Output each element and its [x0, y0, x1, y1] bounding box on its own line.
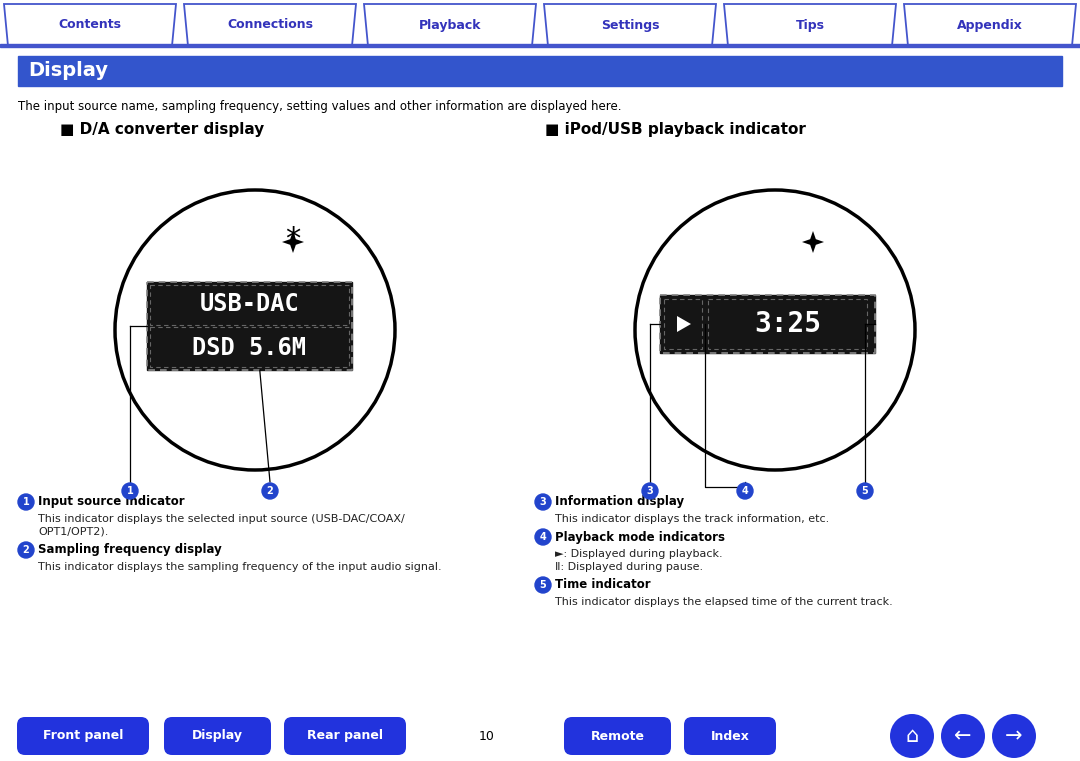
Circle shape — [737, 483, 753, 499]
Polygon shape — [184, 4, 356, 46]
Bar — [0, 44, 1080, 47]
FancyBboxPatch shape — [564, 717, 671, 755]
Text: This indicator displays the track information, etc.: This indicator displays the track inform… — [555, 514, 829, 524]
Text: 3: 3 — [540, 497, 546, 507]
Text: USB-DAC: USB-DAC — [200, 292, 299, 316]
Text: ⌂: ⌂ — [905, 726, 919, 746]
Text: The input source name, sampling frequency, setting values and other information : The input source name, sampling frequenc… — [18, 100, 621, 113]
Text: *: * — [285, 225, 300, 254]
Text: This indicator displays the selected input source (USB-DAC/COAX/: This indicator displays the selected inp… — [38, 514, 405, 524]
FancyBboxPatch shape — [17, 717, 149, 755]
Text: 3: 3 — [647, 486, 653, 496]
Text: 3:25: 3:25 — [754, 310, 821, 338]
Text: ■ D/A converter display: ■ D/A converter display — [60, 122, 265, 137]
Text: 1: 1 — [126, 486, 133, 496]
Circle shape — [993, 714, 1036, 758]
Polygon shape — [677, 316, 691, 332]
Circle shape — [890, 714, 934, 758]
Text: Display: Display — [28, 62, 108, 81]
Circle shape — [535, 494, 551, 510]
Bar — [147, 282, 352, 370]
Circle shape — [858, 483, 873, 499]
Text: OPT1/OPT2).: OPT1/OPT2). — [38, 527, 108, 537]
Text: This indicator displays the sampling frequency of the input audio signal.: This indicator displays the sampling fre… — [38, 562, 442, 572]
Text: Input source indicator: Input source indicator — [38, 495, 185, 508]
Polygon shape — [364, 4, 536, 46]
Text: Rear panel: Rear panel — [307, 730, 383, 743]
Bar — [708, 299, 867, 349]
Text: Connections: Connections — [227, 18, 313, 31]
Circle shape — [635, 190, 915, 470]
Text: Index: Index — [711, 730, 750, 743]
Text: 2: 2 — [23, 545, 29, 555]
Circle shape — [535, 529, 551, 545]
Bar — [664, 299, 702, 349]
FancyBboxPatch shape — [164, 717, 271, 755]
Bar — [660, 295, 875, 353]
Text: 2: 2 — [267, 486, 273, 496]
Text: Sampling frequency display: Sampling frequency display — [38, 543, 221, 556]
Polygon shape — [282, 231, 303, 253]
Circle shape — [18, 494, 33, 510]
Circle shape — [18, 542, 33, 558]
Polygon shape — [4, 4, 176, 46]
Polygon shape — [544, 4, 716, 46]
Text: 1: 1 — [23, 497, 29, 507]
Text: Front panel: Front panel — [43, 730, 123, 743]
Text: →: → — [1005, 726, 1023, 746]
Text: ►: Displayed during playback.: ►: Displayed during playback. — [555, 549, 723, 559]
Text: DSD 5.6M: DSD 5.6M — [192, 336, 307, 360]
FancyBboxPatch shape — [684, 717, 777, 755]
Text: 10: 10 — [480, 730, 495, 743]
Circle shape — [262, 483, 278, 499]
Bar — [150, 285, 349, 325]
Bar — [150, 327, 349, 367]
Polygon shape — [802, 231, 824, 253]
Text: ■ iPod/USB playback indicator: ■ iPod/USB playback indicator — [545, 122, 806, 137]
FancyBboxPatch shape — [284, 717, 406, 755]
Polygon shape — [724, 4, 896, 46]
Text: Playback: Playback — [419, 18, 482, 31]
Text: Ⅱ: Displayed during pause.: Ⅱ: Displayed during pause. — [555, 562, 703, 572]
Text: ←: ← — [955, 726, 972, 746]
Polygon shape — [904, 4, 1076, 46]
Text: Contents: Contents — [58, 18, 121, 31]
Text: Tips: Tips — [796, 18, 824, 31]
Text: Information display: Information display — [555, 495, 684, 508]
Bar — [660, 295, 875, 353]
Circle shape — [535, 577, 551, 593]
Text: Display: Display — [192, 730, 243, 743]
Circle shape — [122, 483, 138, 499]
Text: 5: 5 — [540, 580, 546, 590]
Text: This indicator displays the elapsed time of the current track.: This indicator displays the elapsed time… — [555, 597, 893, 607]
Text: Playback mode indicators: Playback mode indicators — [555, 530, 725, 543]
Text: 5: 5 — [862, 486, 868, 496]
Text: Appendix: Appendix — [957, 18, 1023, 31]
Circle shape — [114, 190, 395, 470]
Text: Remote: Remote — [591, 730, 645, 743]
Circle shape — [642, 483, 658, 499]
Text: Settings: Settings — [600, 18, 659, 31]
Circle shape — [941, 714, 985, 758]
Text: 4: 4 — [742, 486, 748, 496]
Bar — [147, 282, 352, 370]
Bar — [18, 56, 1062, 86]
Text: 4: 4 — [540, 532, 546, 542]
Text: Time indicator: Time indicator — [555, 578, 650, 591]
